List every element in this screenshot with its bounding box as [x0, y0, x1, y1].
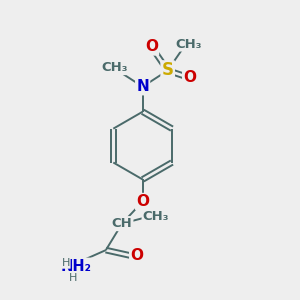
Text: NH₂: NH₂	[61, 259, 92, 274]
Text: H: H	[69, 273, 78, 283]
Text: O: O	[136, 194, 149, 209]
Text: CH₃: CH₃	[142, 210, 169, 223]
Text: O: O	[130, 248, 143, 263]
Text: CH₃: CH₃	[101, 61, 128, 74]
Text: O: O	[183, 70, 196, 86]
Text: CH₃: CH₃	[175, 38, 202, 50]
Text: S: S	[162, 61, 174, 80]
Text: CH: CH	[112, 217, 132, 230]
Text: H: H	[62, 258, 70, 268]
Text: N: N	[136, 79, 149, 94]
Text: O: O	[145, 39, 158, 54]
